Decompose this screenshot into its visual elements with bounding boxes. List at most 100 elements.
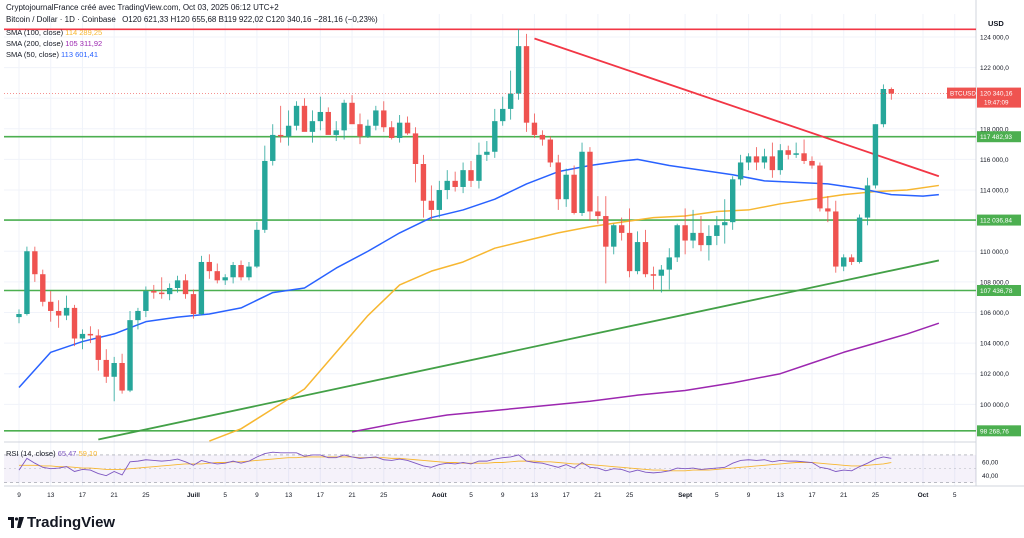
candle xyxy=(650,266,657,290)
candle xyxy=(238,260,244,281)
candle-body xyxy=(658,269,665,276)
symbol-title[interactable]: Bitcoin / Dollar · 1D · Coinbase xyxy=(6,15,116,24)
candle-body xyxy=(682,225,688,241)
candle-body xyxy=(404,122,411,134)
sma100-value: 114 289,25 xyxy=(65,28,103,37)
candle xyxy=(135,307,141,330)
candle xyxy=(856,214,863,264)
trendline-resistance xyxy=(534,37,940,178)
time-tick-label: 9 xyxy=(255,492,259,499)
candle xyxy=(254,222,260,269)
time-tick-label: 25 xyxy=(142,492,150,499)
candle xyxy=(531,113,538,138)
candle-body xyxy=(793,153,799,155)
candle-body xyxy=(420,164,427,201)
candle xyxy=(206,254,213,279)
candle xyxy=(396,115,403,143)
candle xyxy=(103,349,109,383)
candle-body xyxy=(611,225,617,247)
candle-body xyxy=(444,180,450,191)
candle xyxy=(436,180,442,218)
candle-body xyxy=(714,225,720,236)
candle-body xyxy=(222,277,228,281)
candle-body xyxy=(277,134,284,137)
moving-averages xyxy=(18,158,940,442)
sma100-legend[interactable]: SMA (100, close) 114 289,25 xyxy=(6,28,102,37)
candle-body xyxy=(246,266,252,278)
candle-body xyxy=(325,111,331,135)
candle xyxy=(404,116,411,135)
sma200-legend[interactable]: SMA (200, close) 105 311,92 xyxy=(6,39,102,48)
candle-body xyxy=(55,310,62,316)
candle-body xyxy=(761,156,768,163)
sma50-legend[interactable]: SMA (50, close) 113 601,41 xyxy=(6,50,98,59)
candle xyxy=(63,295,70,321)
candle-body xyxy=(722,222,728,226)
candle xyxy=(833,200,839,273)
candle-body xyxy=(531,122,538,135)
header-source: CryptojournalFrance créé avec TradingVie… xyxy=(6,3,279,12)
candle xyxy=(40,269,46,307)
candle xyxy=(333,121,339,142)
candle-body xyxy=(452,180,458,187)
candle-body xyxy=(555,162,561,200)
price-tick-label: 122 000,0 xyxy=(980,65,1009,72)
candle-body xyxy=(769,156,776,171)
candle xyxy=(159,277,165,299)
candle-body xyxy=(872,124,879,186)
candle xyxy=(182,274,189,299)
time-tick-label: 13 xyxy=(777,492,785,499)
rsi-label: RSI (14, close) xyxy=(6,449,56,458)
candle-body xyxy=(539,134,546,140)
time-tick-label: 21 xyxy=(348,492,356,499)
candle-body xyxy=(785,150,791,155)
candle xyxy=(412,127,419,183)
candle-body xyxy=(341,102,347,131)
level-price-badge xyxy=(977,214,1021,226)
candle-body xyxy=(24,251,30,315)
candle xyxy=(753,147,760,171)
time-tick-label: Août xyxy=(432,492,448,499)
candle xyxy=(563,168,569,207)
candle-body xyxy=(262,160,268,230)
rsi-legend[interactable]: RSI (14, close) 65,47 59,10 xyxy=(6,449,97,458)
candle-body xyxy=(642,242,649,275)
candle xyxy=(737,154,744,186)
candle xyxy=(341,99,347,140)
last-price-badge xyxy=(977,87,1021,108)
candle xyxy=(539,130,546,146)
candle-body xyxy=(880,89,887,125)
candle-body xyxy=(270,134,276,161)
candle-body xyxy=(801,153,807,161)
candle xyxy=(468,160,474,187)
candle-body xyxy=(825,208,831,212)
candle-body xyxy=(143,291,149,311)
time-tick-label: Sept xyxy=(678,492,693,499)
candle xyxy=(79,329,86,350)
candle-body xyxy=(254,229,260,267)
candle xyxy=(151,284,157,299)
candle xyxy=(55,300,62,328)
candle xyxy=(722,199,728,244)
time-tick-label: 25 xyxy=(626,492,634,499)
candle-body xyxy=(730,179,736,223)
candles xyxy=(4,29,976,402)
candle-body xyxy=(809,160,815,166)
candle-body xyxy=(301,105,308,132)
candle xyxy=(198,255,205,316)
candle xyxy=(16,309,22,324)
candle-body xyxy=(309,121,316,132)
candle-body xyxy=(595,211,601,217)
candle-body xyxy=(357,124,363,137)
candle xyxy=(698,216,704,252)
candle xyxy=(682,208,688,255)
candle-body xyxy=(230,265,236,278)
candle-body xyxy=(436,190,442,210)
candle xyxy=(492,108,498,158)
price-tick-label: 102 000,0 xyxy=(980,371,1009,378)
time-tick-label: 17 xyxy=(79,492,87,499)
candle-body xyxy=(16,314,22,318)
candle xyxy=(484,141,490,161)
time-tick-label: 21 xyxy=(840,492,848,499)
horizontal-levels xyxy=(4,28,976,432)
